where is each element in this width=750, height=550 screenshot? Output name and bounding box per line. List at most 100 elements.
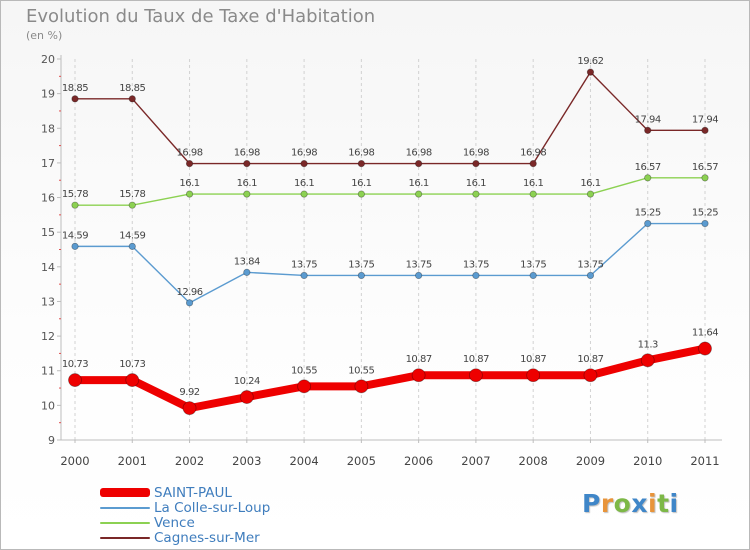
data-label-la-colle-sur-loup-2009: 13.75 xyxy=(577,259,603,270)
point-la-colle-sur-loup-2010 xyxy=(644,219,652,228)
point-cagnes-sur-mer-2000 xyxy=(71,95,79,103)
data-label-saint-paul-2002: 9.92 xyxy=(179,387,199,398)
data-label-cagnes-sur-mer-2006: 16.98 xyxy=(406,148,432,159)
point-saint-paul-2010 xyxy=(640,353,655,368)
point-saint-paul-2004 xyxy=(297,379,311,394)
y-tick-label-14: 14 xyxy=(41,261,55,274)
y-tick-label-13: 13 xyxy=(41,295,55,308)
point-vence-2005 xyxy=(357,190,365,198)
data-label-saint-paul-2005: 10.55 xyxy=(348,365,374,376)
unit-label: (en %) xyxy=(26,29,63,42)
data-label-vence-2011: 16.57 xyxy=(692,162,718,173)
legend-label-vence: Vence xyxy=(154,515,195,531)
data-label-saint-paul-2003: 10.24 xyxy=(234,376,260,387)
point-vence-2009 xyxy=(586,190,595,198)
data-label-saint-paul-2000: 10.73 xyxy=(62,359,88,370)
point-saint-paul-2000 xyxy=(68,373,82,387)
x-tick-label-2011: 2011 xyxy=(690,454,719,468)
data-label-saint-paul-2011: 11.64 xyxy=(692,328,718,339)
x-tick-label-2008: 2008 xyxy=(519,454,548,468)
y-tick-label-19: 19 xyxy=(41,88,55,101)
data-label-cagnes-sur-mer-2002: 16.98 xyxy=(176,148,202,159)
data-label-saint-paul-2007: 10.87 xyxy=(463,354,489,365)
point-saint-paul-2005 xyxy=(354,379,369,394)
series-vence: 15.78 15.78 16.1 16.1 16.1 16.1 16.1 16.1 16.1 16… xyxy=(62,162,719,209)
point-cagnes-sur-mer-2006 xyxy=(415,160,423,168)
x-tick-label-2006: 2006 xyxy=(404,454,433,468)
y-tick-label-20: 20 xyxy=(41,53,55,66)
data-label-vence-2001: 15.78 xyxy=(119,189,145,200)
point-cagnes-sur-mer-2003 xyxy=(243,160,251,168)
point-la-colle-sur-loup-2001 xyxy=(128,242,136,250)
data-label-la-colle-sur-loup-2010: 15.25 xyxy=(635,208,661,219)
data-label-cagnes-sur-mer-2005: 16.98 xyxy=(348,148,374,159)
y-tick-label-15: 15 xyxy=(41,226,55,239)
data-label-vence-2010: 16.57 xyxy=(635,162,661,173)
series-la-colle-sur-loup: 14.59 14.59 12.96 13.84 13.75 13.75 13.75 13.75… xyxy=(62,208,719,307)
data-label-cagnes-sur-mer-2010: 17.94 xyxy=(635,114,661,125)
y-tick-label-12: 12 xyxy=(41,330,55,343)
point-vence-2010 xyxy=(644,174,652,182)
data-label-cagnes-sur-mer-2004: 16.98 xyxy=(291,148,317,159)
data-label-cagnes-sur-mer-2008: 16.98 xyxy=(520,148,546,159)
data-label-vence-2002: 16.1 xyxy=(179,178,199,189)
data-label-vence-2008: 16.1 xyxy=(523,178,543,189)
point-la-colle-sur-loup-2003 xyxy=(243,268,251,276)
point-cagnes-sur-mer-2002 xyxy=(185,160,194,168)
x-tick-label-2001: 2001 xyxy=(118,454,147,468)
data-label-la-colle-sur-loup-2011: 15.25 xyxy=(692,208,718,219)
y-tick-label-11: 11 xyxy=(41,365,55,378)
data-label-saint-paul-2006: 10.87 xyxy=(406,354,432,365)
data-label-la-colle-sur-loup-2008: 13.75 xyxy=(520,259,546,270)
data-label-saint-paul-2009: 10.87 xyxy=(577,354,603,365)
point-cagnes-sur-mer-2001 xyxy=(128,95,136,103)
data-label-la-colle-sur-loup-2000: 14.59 xyxy=(62,230,88,241)
data-label-la-colle-sur-loup-2001: 14.59 xyxy=(119,230,145,241)
legend-swatch-la-colle-sur-loup xyxy=(100,507,150,509)
x-tick-label-2004: 2004 xyxy=(289,454,318,468)
point-vence-2008 xyxy=(529,190,537,198)
data-label-vence-2005: 16.1 xyxy=(351,178,371,189)
data-label-vence-2006: 16.1 xyxy=(409,178,429,189)
point-la-colle-sur-loup-2000 xyxy=(71,242,79,250)
x-tick-label-2000: 2000 xyxy=(60,454,89,468)
point-saint-paul-2008 xyxy=(526,368,541,383)
series-line-saint-paul xyxy=(71,344,709,413)
data-label-cagnes-sur-mer-2007: 16.98 xyxy=(463,148,489,159)
point-vence-2000 xyxy=(71,201,79,209)
point-vence-2006 xyxy=(415,190,423,198)
x-tick-label-2002: 2002 xyxy=(175,454,204,468)
data-label-la-colle-sur-loup-2004: 13.75 xyxy=(291,259,317,270)
point-vence-2003 xyxy=(243,190,251,198)
point-vence-2002 xyxy=(185,190,194,198)
x-tick-label-2007: 2007 xyxy=(461,454,490,468)
series-saint-paul: 10.73 10.73 9.92 10.24 10.55 10.55 10.87 10.87 1… xyxy=(62,328,719,416)
legend-item-saint-paul: SAINT-PAUL xyxy=(100,485,360,501)
point-la-colle-sur-loup-2006 xyxy=(415,271,423,280)
legend-label-saint-paul: SAINT-PAUL xyxy=(154,485,232,501)
data-label-vence-2009: 16.1 xyxy=(580,178,600,189)
point-saint-paul-2001 xyxy=(125,373,140,387)
chart-title: Evolution du Taux de Taxe d'Habitation xyxy=(26,6,376,27)
point-vence-2004 xyxy=(300,190,308,198)
data-label-vence-2004: 16.1 xyxy=(294,178,314,189)
point-la-colle-sur-loup-2007 xyxy=(472,271,480,280)
y-tick-label-16: 16 xyxy=(41,192,55,205)
data-label-vence-2007: 16.1 xyxy=(466,178,486,189)
data-label-la-colle-sur-loup-2005: 13.75 xyxy=(348,259,374,270)
series-cagnes-sur-mer: 18.85 18.85 16.98 16.98 16.98 16.98 16.98 16.98… xyxy=(62,56,719,168)
data-label-la-colle-sur-loup-2006: 13.75 xyxy=(406,259,432,270)
point-cagnes-sur-mer-2010 xyxy=(644,126,652,134)
point-saint-paul-2002 xyxy=(182,401,197,416)
legend-item-cagnes-sur-mer: Cagnes-sur-Mer xyxy=(100,530,360,546)
point-vence-2001 xyxy=(128,201,136,209)
x-tick-label-2005: 2005 xyxy=(347,454,376,468)
data-label-la-colle-sur-loup-2002: 12.96 xyxy=(176,287,202,298)
series-line-cagnes-sur-mer xyxy=(74,71,706,165)
y-tick-label-18: 18 xyxy=(41,122,55,135)
legend-label-cagnes-sur-mer: Cagnes-sur-Mer xyxy=(154,530,260,546)
legend: SAINT-PAUL La Colle-sur-Loup Vence Cagne… xyxy=(100,485,360,546)
data-label-cagnes-sur-mer-2001: 18.85 xyxy=(119,83,145,94)
point-la-colle-sur-loup-2004 xyxy=(300,271,308,280)
